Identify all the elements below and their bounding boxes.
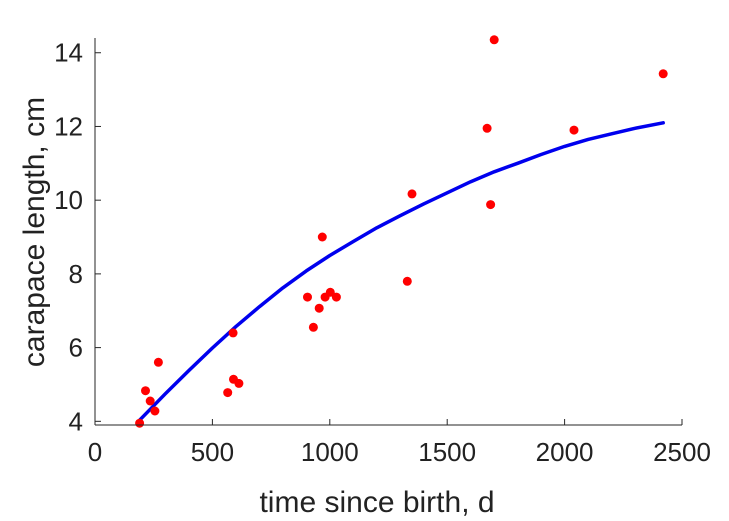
data-point bbox=[223, 388, 233, 398]
y-tick-label: 14 bbox=[54, 38, 83, 68]
data-point bbox=[153, 357, 163, 367]
data-point bbox=[486, 200, 496, 210]
data-point bbox=[228, 328, 238, 338]
data-point bbox=[314, 303, 324, 313]
x-axis-label: time since birth, d bbox=[259, 486, 494, 519]
data-point bbox=[145, 396, 155, 406]
y-tick-label: 4 bbox=[69, 406, 83, 436]
data-point bbox=[317, 232, 327, 242]
x-tick-label: 1500 bbox=[418, 437, 476, 467]
x-tick-label: 2000 bbox=[536, 437, 594, 467]
data-point bbox=[482, 123, 492, 133]
data-point bbox=[331, 292, 341, 302]
data-point bbox=[303, 292, 312, 302]
y-tick-label: 6 bbox=[69, 333, 83, 363]
data-point bbox=[569, 125, 579, 135]
data-point bbox=[489, 35, 499, 45]
x-tick-label: 500 bbox=[191, 437, 234, 467]
y-tick-label: 12 bbox=[54, 111, 83, 141]
x-tick-label: 0 bbox=[88, 437, 102, 467]
y-tick-label: 8 bbox=[69, 259, 83, 289]
data-point bbox=[150, 406, 160, 416]
data-point bbox=[234, 378, 244, 388]
data-point bbox=[402, 276, 412, 286]
fit-curve bbox=[137, 121, 665, 422]
data-point bbox=[308, 322, 318, 332]
y-axis-label: carapace length, cm bbox=[18, 97, 51, 367]
y-tick-label: 10 bbox=[54, 185, 83, 215]
data-point bbox=[325, 287, 335, 297]
x-tick-label: 1000 bbox=[301, 437, 359, 467]
x-tick-label: 2500 bbox=[653, 437, 711, 467]
data-point bbox=[658, 69, 668, 79]
data-point bbox=[407, 189, 417, 199]
data-point bbox=[141, 386, 150, 396]
data-point bbox=[135, 418, 145, 428]
